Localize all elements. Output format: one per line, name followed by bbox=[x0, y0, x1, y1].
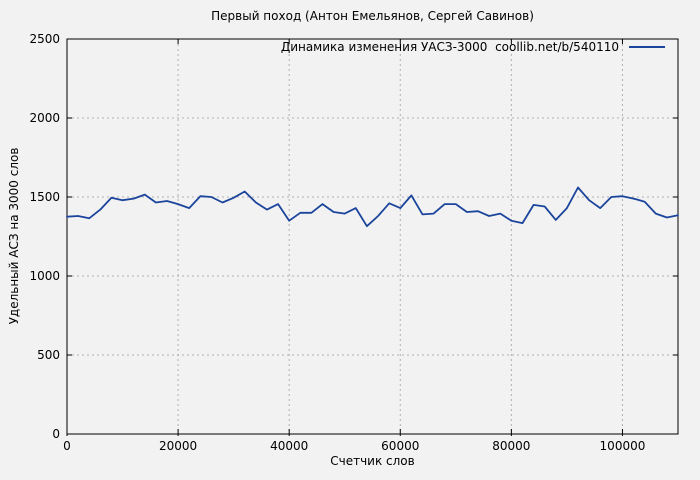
x-tick-label: 60000 bbox=[381, 439, 419, 453]
x-tick-label: 40000 bbox=[270, 439, 308, 453]
x-tick-label: 20000 bbox=[159, 439, 197, 453]
y-axis-label: Удельный АСЗ на 3000 слов bbox=[7, 147, 21, 325]
y-tick-label: 1000 bbox=[29, 269, 60, 283]
y-tick-label: 2000 bbox=[29, 111, 60, 125]
y-tick-label: 0 bbox=[52, 427, 60, 441]
y-tick-label: 2500 bbox=[29, 32, 60, 46]
y-tick-label: 500 bbox=[37, 348, 60, 362]
x-tick-label: 100000 bbox=[600, 439, 646, 453]
legend: Динамика изменения УАСЗ-3000 coollib.net… bbox=[281, 40, 665, 54]
x-tick-label: 0 bbox=[63, 439, 71, 453]
legend-line-sample-icon bbox=[629, 46, 665, 48]
x-axis-label: Счетчик слов bbox=[330, 454, 415, 468]
data-line bbox=[66, 186, 679, 228]
legend-label: Динамика изменения УАСЗ-3000 coollib.net… bbox=[280, 40, 619, 54]
y-tick-label: 1500 bbox=[29, 190, 60, 204]
chart-title: Первый поход (Антон Емельянов, Сергей Са… bbox=[211, 9, 534, 23]
x-tick-label: 80000 bbox=[492, 439, 530, 453]
plot-border bbox=[66, 38, 679, 435]
